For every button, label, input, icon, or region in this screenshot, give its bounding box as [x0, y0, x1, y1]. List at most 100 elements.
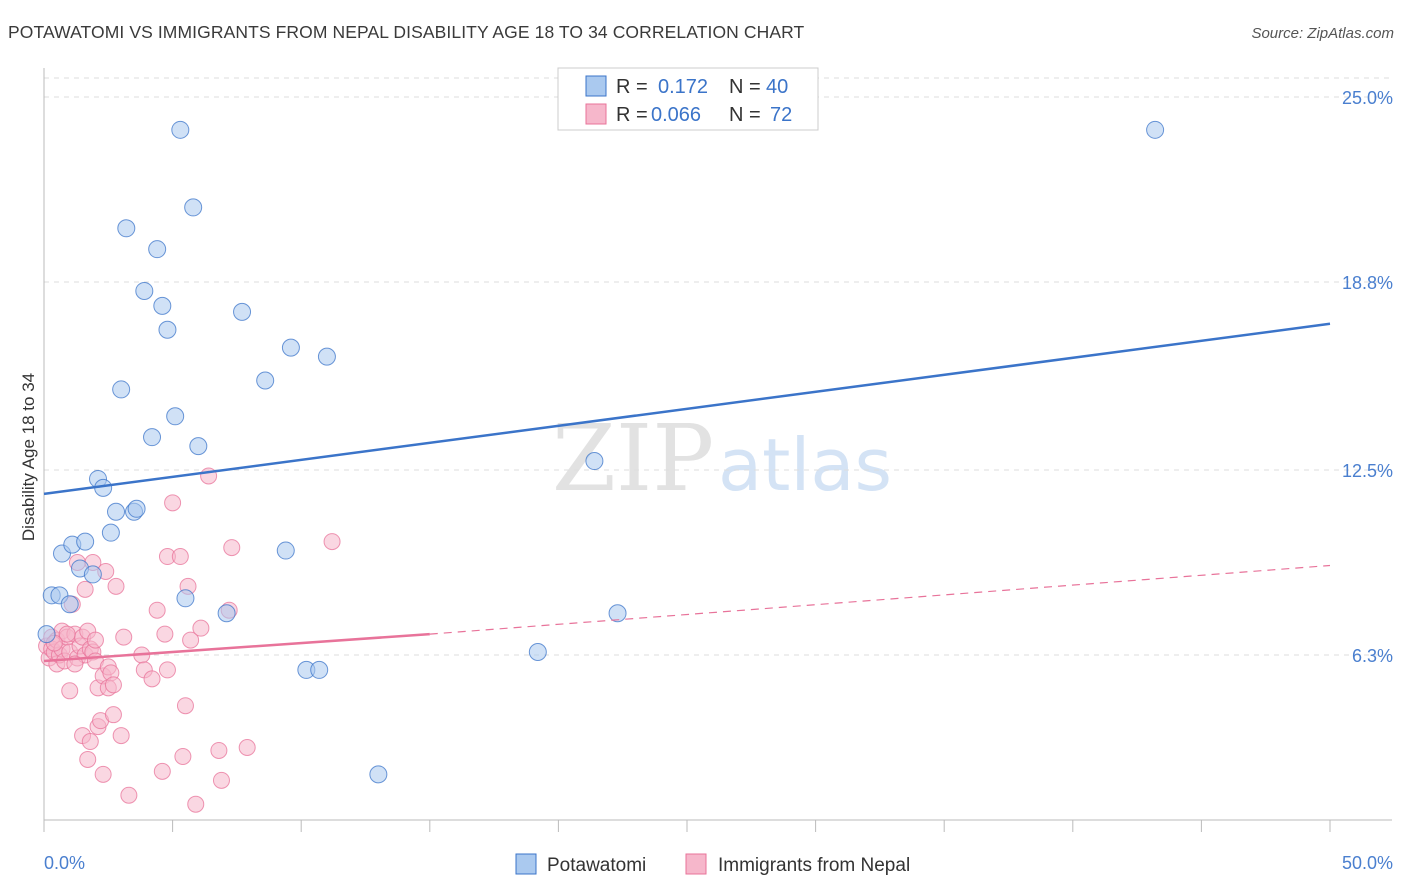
legend-n-label-potawatomi: N = [729, 76, 761, 98]
nepal-point-50 [153, 762, 171, 780]
nepal-point-67 [238, 739, 256, 757]
nepal-point-52 [158, 661, 176, 679]
potawatomi-trend-line [43, 322, 1331, 496]
nepal-point-66 [223, 539, 241, 557]
legend-swatch-nepal [585, 103, 607, 125]
nepal-point-41 [104, 706, 122, 724]
potawatomi-point-37 [585, 452, 604, 471]
potawatomi-point-23 [171, 120, 190, 139]
legend-n-value-potawatomi: 40 [766, 76, 788, 98]
potawatomi-point-25 [184, 198, 203, 217]
potawatomi-point-11 [101, 523, 120, 542]
potawatomi-point-24 [176, 589, 195, 608]
nepal-point-56 [174, 747, 192, 765]
potawatomi-point-13 [112, 380, 131, 399]
legend-r-label-potawatomi: R = [616, 76, 648, 98]
legend-r-value-nepal: 0.066 [651, 104, 701, 126]
series-nepal-points [38, 467, 341, 813]
nepal-point-63 [210, 741, 228, 759]
nepal-point-42 [107, 577, 125, 595]
potawatomi-point-29 [256, 371, 275, 390]
potawatomi-point-20 [153, 296, 172, 315]
series-potawatomi-points [37, 120, 1165, 784]
bottom-legend: Potawatomi Immigrants from Nepal [515, 853, 910, 876]
bottom-legend-swatch-potawatomi [515, 853, 537, 875]
bottom-legend-label-nepal: Immigrants from Nepal [718, 855, 910, 876]
nepal-point-57 [176, 697, 194, 715]
potawatomi-point-22 [166, 407, 185, 426]
potawatomi-point-14 [117, 219, 136, 238]
potawatomi-point-33 [310, 660, 329, 679]
potawatomi-point-38 [608, 604, 627, 623]
potawatomi-point-28 [233, 302, 252, 321]
nepal-point-51 [156, 625, 174, 643]
watermark: ZIP atlas [552, 405, 892, 512]
potawatomi-point-17 [135, 281, 154, 300]
potawatomi-point-8 [83, 565, 102, 584]
x-tick-label-1: 50.0% [1342, 853, 1393, 873]
y-tick-label-2: 18.8% [1342, 273, 1393, 293]
potawatomi-point-31 [276, 541, 295, 560]
y-axis-label: Disability Age 18 to 34 [19, 373, 38, 541]
nepal-point-68 [323, 533, 341, 551]
y-tick-label-1: 12.5% [1342, 461, 1393, 481]
potawatomi-point-30 [281, 338, 300, 357]
nepal-point-60 [187, 795, 205, 813]
nepal-point-34 [94, 765, 112, 783]
legend-n-value-nepal: 72 [770, 104, 792, 126]
potawatomi-point-27 [217, 604, 236, 623]
x-tick-labels: 0.0% 50.0% [44, 853, 1393, 873]
nepal-point-48 [143, 670, 161, 688]
nepal-point-23 [79, 750, 97, 768]
nepal-point-13 [61, 682, 79, 700]
potawatomi-point-12 [107, 502, 126, 521]
nepal-trend-line-dashed [429, 564, 1331, 635]
potawatomi-point-18 [143, 428, 162, 447]
potawatomi-point-36 [528, 643, 547, 662]
legend-r-label-nepal: R = [616, 104, 648, 126]
nepal-point-59 [182, 631, 200, 649]
potawatomi-point-21 [158, 320, 177, 339]
potawatomi-point-39 [1146, 120, 1165, 139]
nepal-point-26 [81, 733, 99, 751]
nepal-point-40 [104, 676, 122, 694]
watermark-zip: ZIP [552, 405, 714, 512]
legend-box: R = 0.172 N = 40 R = 0.066 N = 72 [557, 67, 819, 131]
legend-swatch-potawatomi [585, 75, 607, 97]
potawatomi-point-4 [60, 595, 79, 614]
y-tick-label-0: 6.3% [1352, 646, 1393, 666]
nepal-point-61 [192, 619, 210, 637]
potawatomi-point-26 [189, 437, 208, 456]
nepal-point-44 [115, 628, 133, 646]
nepal-point-55 [171, 548, 189, 566]
nepal-point-29 [86, 631, 104, 649]
nepal-point-43 [112, 727, 130, 745]
bottom-legend-swatch-nepal [685, 853, 707, 875]
y-tick-labels: 6.3% 12.5% 18.8% 25.0% [1342, 88, 1393, 666]
nepal-trend-line-solid [43, 632, 430, 663]
legend-r-value-potawatomi: 0.172 [658, 76, 708, 98]
nepal-point-49 [148, 601, 166, 619]
nepal-point-21 [76, 580, 94, 598]
potawatomi-point-35 [369, 765, 388, 784]
nepal-point-64 [212, 771, 230, 789]
y-tick-label-3: 25.0% [1342, 88, 1393, 108]
gridlines [44, 77, 1392, 656]
legend-n-label-nepal: N = [729, 104, 761, 126]
nepal-point-69 [58, 625, 76, 643]
nepal-point-54 [164, 494, 182, 512]
x-tick-label-0: 0.0% [44, 853, 85, 873]
bottom-legend-label-potawatomi: Potawatomi [547, 855, 646, 876]
trend-lines [43, 322, 1331, 663]
chart-title: POTAWATOMI VS IMMIGRANTS FROM NEPAL DISA… [8, 22, 805, 42]
potawatomi-point-7 [76, 532, 95, 551]
potawatomi-point-34 [317, 347, 336, 366]
watermark-atlas: atlas [718, 423, 892, 507]
nepal-point-45 [120, 786, 138, 804]
potawatomi-point-19 [148, 240, 167, 259]
potawatomi-point-0 [37, 625, 56, 644]
potawatomi-point-16 [127, 499, 146, 518]
source-credit: Source: ZipAtlas.com [1251, 25, 1394, 42]
axes [43, 68, 1392, 832]
